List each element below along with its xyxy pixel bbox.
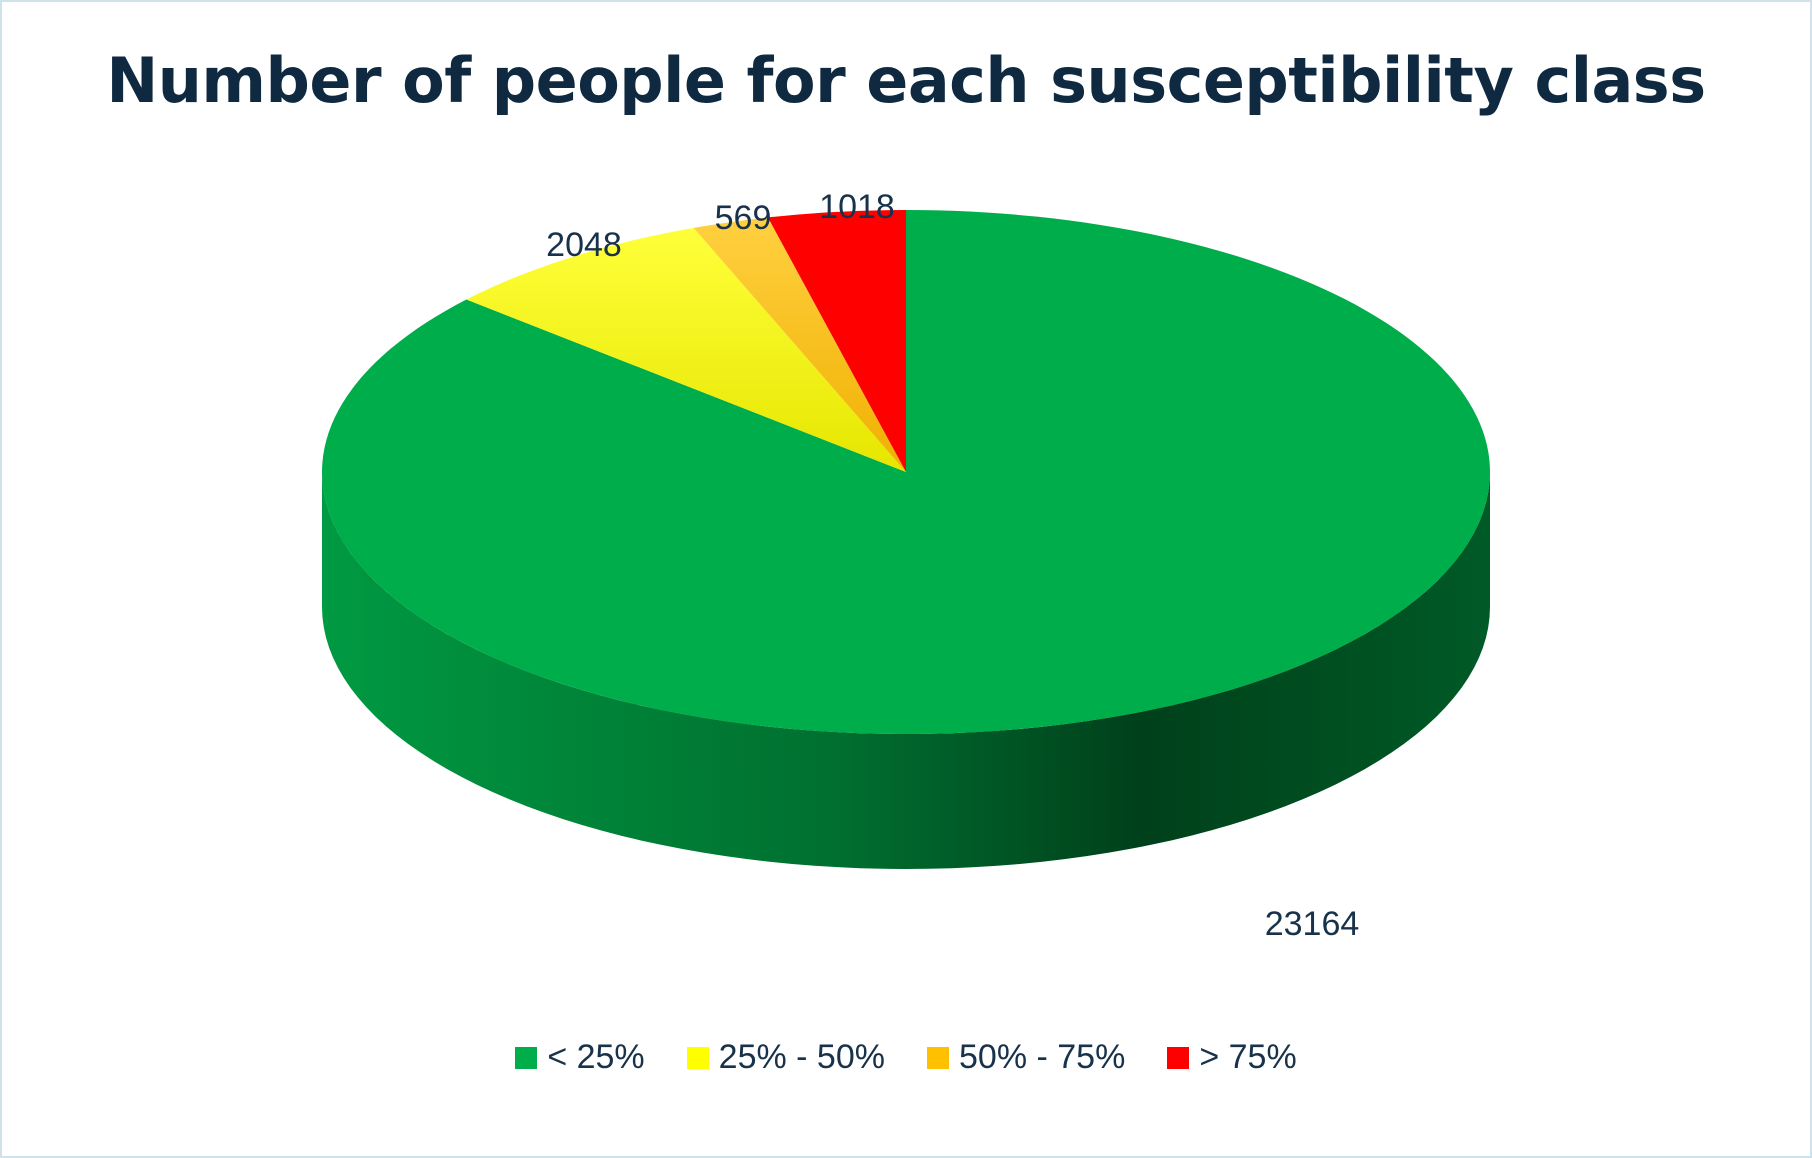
legend-swatch-50-75 — [927, 1046, 949, 1069]
legend-item-25-50[interactable]: 25% - 50% — [686, 1038, 885, 1077]
pie-slice-gt75[interactable] — [767, 210, 906, 472]
pie-slice-50-75[interactable] — [693, 217, 906, 472]
data-label-gt75: 1018 — [819, 188, 895, 226]
legend-label-lt25: < 25% — [547, 1038, 645, 1076]
legend-item-lt25[interactable]: < 25% — [515, 1038, 645, 1077]
legend-swatch-gt75 — [1167, 1046, 1190, 1069]
legend-label-gt75: > 75% — [1199, 1038, 1297, 1076]
data-label-50-75: 569 — [715, 199, 772, 237]
slice-side-lt25 — [322, 472, 1490, 869]
legend-item-50-75[interactable]: 50% - 75% — [927, 1038, 1125, 1077]
data-label-lt25: 23164 — [1265, 905, 1360, 943]
legend-swatch-lt25 — [515, 1046, 538, 1069]
legend-label-50-75: 50% - 75% — [959, 1038, 1126, 1076]
legend-item-gt75[interactable]: > 75% — [1167, 1038, 1297, 1077]
chart-legend: < 25% 25% - 50% 50% - 75% > 75% — [0, 1038, 1812, 1077]
legend-swatch-25-50 — [686, 1046, 709, 1069]
data-label-25-50: 2048 — [546, 226, 622, 264]
chart-title: Number of people for each susceptibility… — [106, 44, 1706, 117]
pie-slice-25-50[interactable] — [466, 227, 906, 472]
pie-slice-lt25[interactable] — [322, 210, 1491, 734]
legend-label-25-50: 25% - 50% — [718, 1038, 885, 1076]
